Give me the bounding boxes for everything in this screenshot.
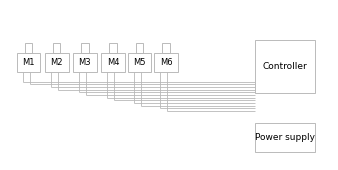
FancyBboxPatch shape [101,53,125,72]
FancyBboxPatch shape [162,43,170,53]
FancyBboxPatch shape [110,43,117,53]
Text: M1: M1 [22,58,35,67]
FancyBboxPatch shape [53,43,61,53]
FancyBboxPatch shape [154,53,178,72]
Text: M5: M5 [133,58,146,67]
FancyBboxPatch shape [81,43,89,53]
Text: M3: M3 [78,58,91,67]
Text: Power supply: Power supply [255,133,315,142]
Text: M4: M4 [107,58,119,67]
FancyBboxPatch shape [136,43,143,53]
FancyBboxPatch shape [17,53,41,72]
FancyBboxPatch shape [45,53,69,72]
FancyBboxPatch shape [128,53,151,72]
FancyBboxPatch shape [255,40,315,93]
Text: Controller: Controller [263,62,307,71]
FancyBboxPatch shape [255,123,315,152]
FancyBboxPatch shape [25,43,32,53]
Text: M2: M2 [50,58,63,67]
FancyBboxPatch shape [73,53,97,72]
Text: M6: M6 [160,58,172,67]
